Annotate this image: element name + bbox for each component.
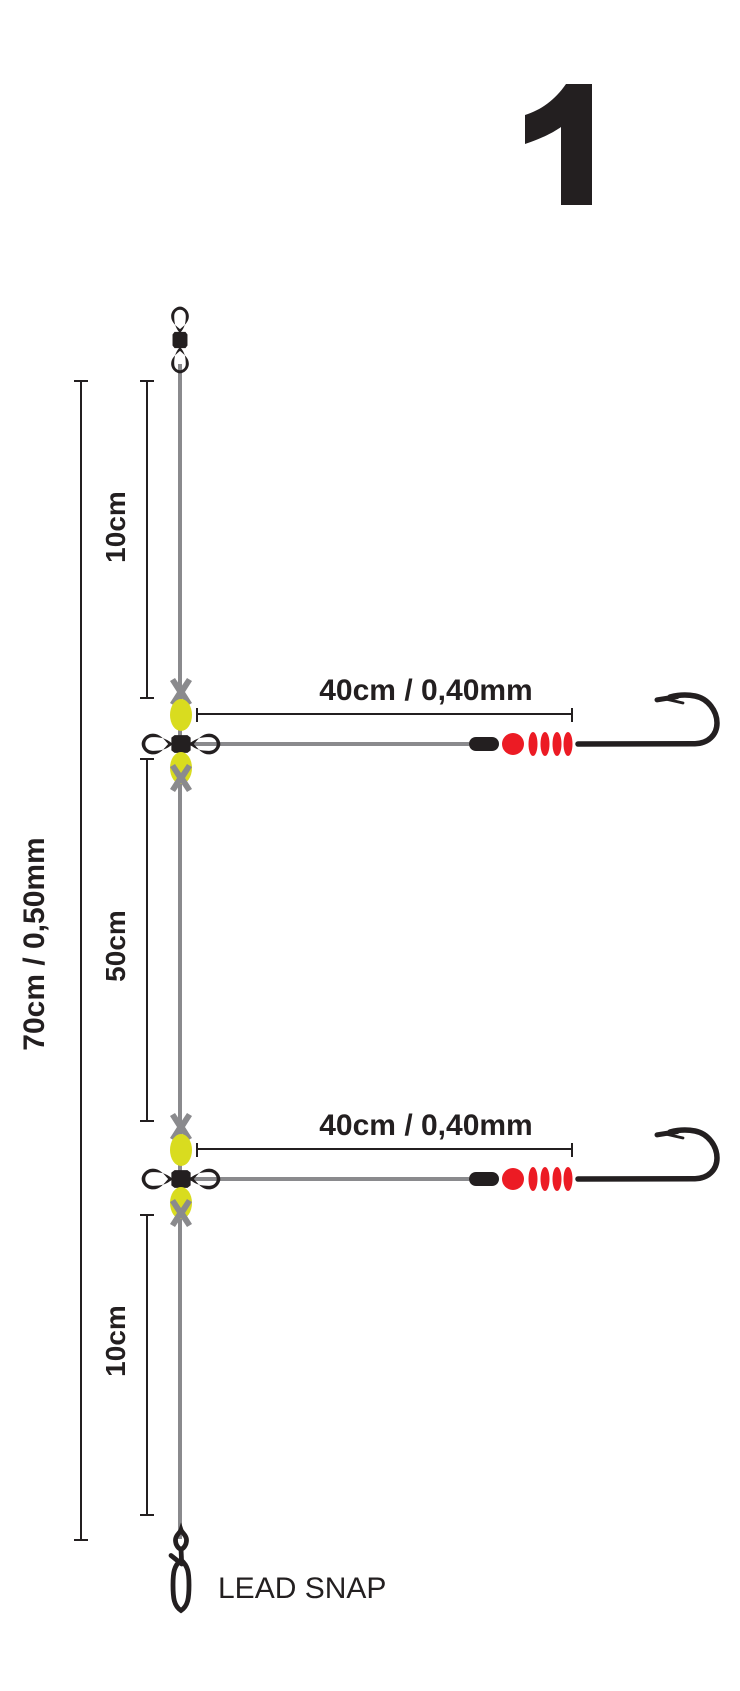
svg-text:40cm / 0,40mm: 40cm / 0,40mm (319, 1109, 532, 1142)
svg-text:10cm: 10cm (100, 491, 131, 563)
svg-text:70cm / 0,50mm: 70cm / 0,50mm (18, 837, 51, 1050)
svg-text:50cm: 50cm (100, 910, 131, 982)
svg-text:10cm: 10cm (100, 1305, 131, 1377)
svg-text:40cm / 0,40mm: 40cm / 0,40mm (319, 674, 532, 707)
svg-text:LEAD SNAP: LEAD SNAP (218, 1572, 386, 1605)
